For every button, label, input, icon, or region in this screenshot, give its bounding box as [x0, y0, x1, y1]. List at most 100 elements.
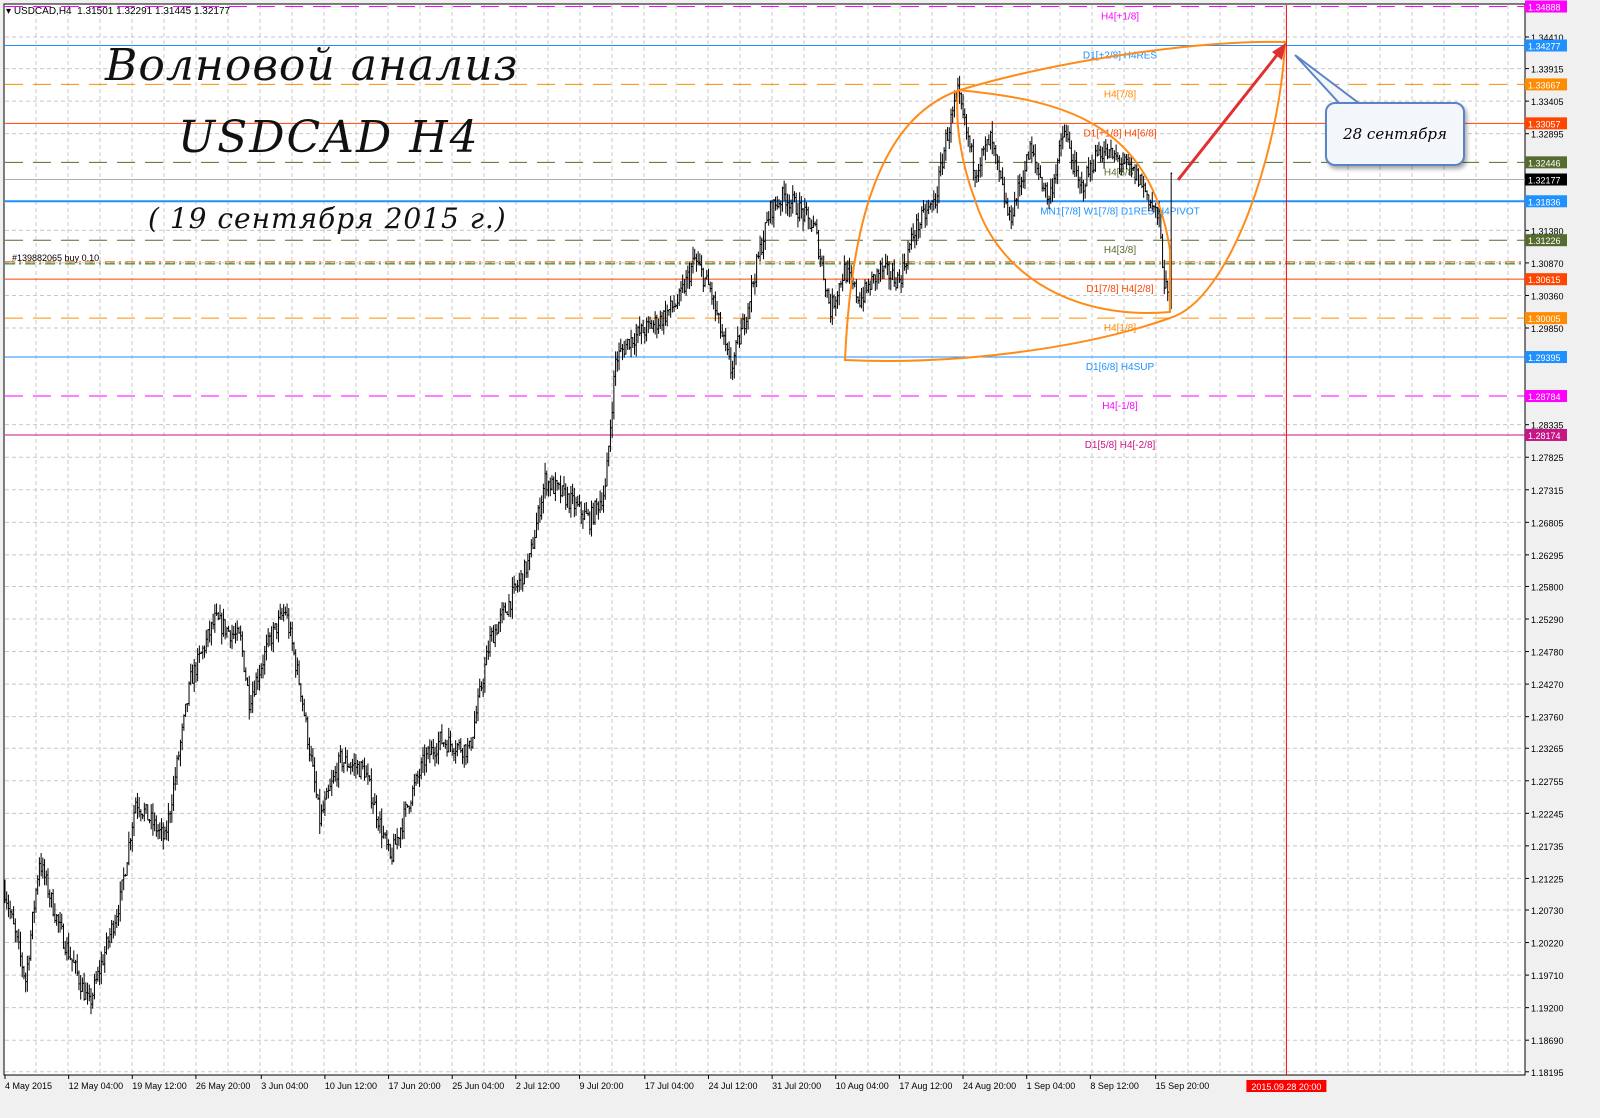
time-tick-label: 4 May 2015: [5, 1081, 52, 1091]
time-tick-label: 3 Jun 04:00: [261, 1081, 308, 1091]
level-label: MN1[7/8] W1[7/8] D1RES H4PIVOT: [1040, 206, 1200, 217]
time-tick-label: 1 Sep 04:00: [1027, 1081, 1076, 1091]
level-price-box: [1525, 234, 1567, 247]
level-price-box: [1525, 428, 1567, 441]
level-price-box: [1525, 0, 1567, 13]
level-price-box: [1525, 273, 1567, 286]
time-tick-label: 19 May 12:00: [132, 1081, 187, 1091]
price-tick-label: 1.34410: [1531, 33, 1564, 43]
price-tick-label: 1.32895: [1531, 130, 1564, 140]
time-tick-label: 10 Jun 12:00: [325, 1081, 377, 1091]
time-tick-label: 24 Aug 20:00: [963, 1081, 1016, 1091]
price-tick-label: 1.20730: [1531, 906, 1564, 916]
price-tick-label: 1.21225: [1531, 874, 1564, 884]
time-tick-label: 31 Jul 20:00: [772, 1081, 821, 1091]
level-price-box: [1525, 156, 1567, 169]
level-price-label: 1.32446: [1528, 158, 1561, 168]
price-tick-label: 1.27825: [1531, 453, 1564, 463]
price-tick-label: 1.25800: [1531, 582, 1564, 592]
price-tick-label: 1.22755: [1531, 777, 1564, 787]
price-tick-label: 1.28335: [1531, 421, 1564, 431]
level-price-label: 1.30615: [1528, 275, 1561, 285]
level-price-label: 1.33057: [1528, 119, 1561, 129]
price-tick-label: 1.23265: [1531, 744, 1564, 754]
level-price-box: [1525, 195, 1567, 208]
plot-area: [3, 3, 1526, 1076]
callout-text: 28 сентября: [1343, 125, 1447, 143]
chart-header: ▾ USDCAD,H4 1.31501 1.32291 1.31445 1.32…: [6, 6, 231, 17]
wave-drawing: [843, 40, 1287, 362]
time-tick-label: 12 May 04:00: [69, 1081, 124, 1091]
level-price-label: 1.34277: [1528, 41, 1561, 51]
order-label[interactable]: #139882065 buy 0.10: [12, 253, 100, 263]
time-tick-label: 8 Sep 12:00: [1090, 1081, 1139, 1091]
level-price-box: [1525, 390, 1567, 403]
level-label: H4[7/8]: [1104, 89, 1136, 100]
target-date-box: [1246, 1080, 1327, 1092]
level-price-box: [1525, 39, 1567, 52]
price-tick-label: 1.18195: [1531, 1068, 1564, 1078]
grid: [5, 5, 1525, 1075]
price-tick-label: 1.19710: [1531, 971, 1564, 981]
level-price-box: [1525, 78, 1567, 91]
current-price-box: [1525, 173, 1567, 186]
time-tick-label: 15 Sep 20:00: [1156, 1081, 1210, 1091]
outer-ellipse-curve: [843, 40, 1287, 362]
time-tick-label: 2 Jul 12:00: [516, 1081, 560, 1091]
price-tick-label: 1.31380: [1531, 226, 1564, 236]
ohlc-label: 1.31501 1.32291 1.31445 1.32177: [77, 6, 231, 17]
price-tick-label: 1.33405: [1531, 97, 1564, 107]
title-line1: Волновой анализ: [105, 40, 519, 91]
time-tick-label: 24 Jul 12:00: [708, 1081, 757, 1091]
level-price-label: 1.34888: [1528, 2, 1561, 12]
level-price-label: 1.31836: [1528, 197, 1561, 207]
time-tick-label: 26 May 20:00: [196, 1081, 251, 1091]
time-tick-label: 9 Jul 20:00: [579, 1081, 623, 1091]
time-tick-label: 10 Aug 04:00: [836, 1081, 889, 1091]
level-label: H4[5/8]: [1104, 167, 1136, 178]
price-tick-label: 1.24780: [1531, 648, 1564, 658]
price-tick-label: 1.27315: [1531, 486, 1564, 496]
level-price-box: [1525, 312, 1567, 325]
level-price-label: 1.28174: [1528, 431, 1561, 441]
price-tick-label: 1.29850: [1531, 324, 1564, 334]
price-tick-label: 1.30360: [1531, 291, 1564, 301]
time-tick-label: 25 Jun 04:00: [452, 1081, 504, 1091]
price-tick-label: 1.19200: [1531, 1004, 1564, 1014]
level-label: D1[6/8] H4SUP: [1086, 362, 1155, 373]
symbol-label: USDCAD,H4: [13, 6, 72, 17]
level-label: D1[+1/8] H4[6/8]: [1083, 128, 1156, 139]
price-tick-label: 1.18690: [1531, 1036, 1564, 1046]
time-tick-label: 17 Jun 20:00: [389, 1081, 441, 1091]
price-tick-label: 1.20220: [1531, 939, 1564, 949]
level-price-label: 1.30005: [1528, 314, 1561, 324]
price-tick-label: 1.23760: [1531, 713, 1564, 723]
price-tick-label: 1.24270: [1531, 680, 1564, 690]
price-tick-label: 1.30870: [1531, 259, 1564, 269]
level-label: H4[1/8]: [1104, 323, 1136, 334]
date-line: ( 19 сентября 2015 г.): [148, 202, 507, 235]
time-tick-label: 17 Jul 04:00: [645, 1081, 694, 1091]
forecast-arrow: [1176, 43, 1286, 181]
time-tick-label: 17 Aug 12:00: [899, 1081, 952, 1091]
title-line2: USDCAD H4: [178, 112, 480, 163]
price-tick-label: 1.26805: [1531, 518, 1564, 528]
level-price-label: 1.31226: [1528, 236, 1561, 246]
price-bars: [4, 75, 1173, 1015]
axes: 1.34410 1.33915 1.33405 1.32895 1.31380 1.308…: [4, 0, 1567, 1092]
level-price-label: 1.29395: [1528, 353, 1561, 363]
level-price-label: 1.28784: [1528, 392, 1561, 402]
inner-ellipse-curve: [956, 89, 1171, 314]
level-label: H4[3/8]: [1104, 245, 1136, 256]
price-tick-label: 1.33915: [1531, 65, 1564, 75]
current-price-label: 1.32177: [1528, 176, 1561, 186]
callout-box: 28 сентября: [1325, 102, 1465, 166]
level-price-label: 1.33667: [1528, 80, 1561, 90]
level-price-box: [1525, 117, 1567, 130]
price-tick-label: 1.21735: [1531, 842, 1564, 852]
level-label: H4[+1/8]: [1101, 11, 1139, 22]
level-price-box: [1525, 351, 1567, 364]
target-date-label: 2015.09.28 20:00: [1251, 1082, 1321, 1092]
